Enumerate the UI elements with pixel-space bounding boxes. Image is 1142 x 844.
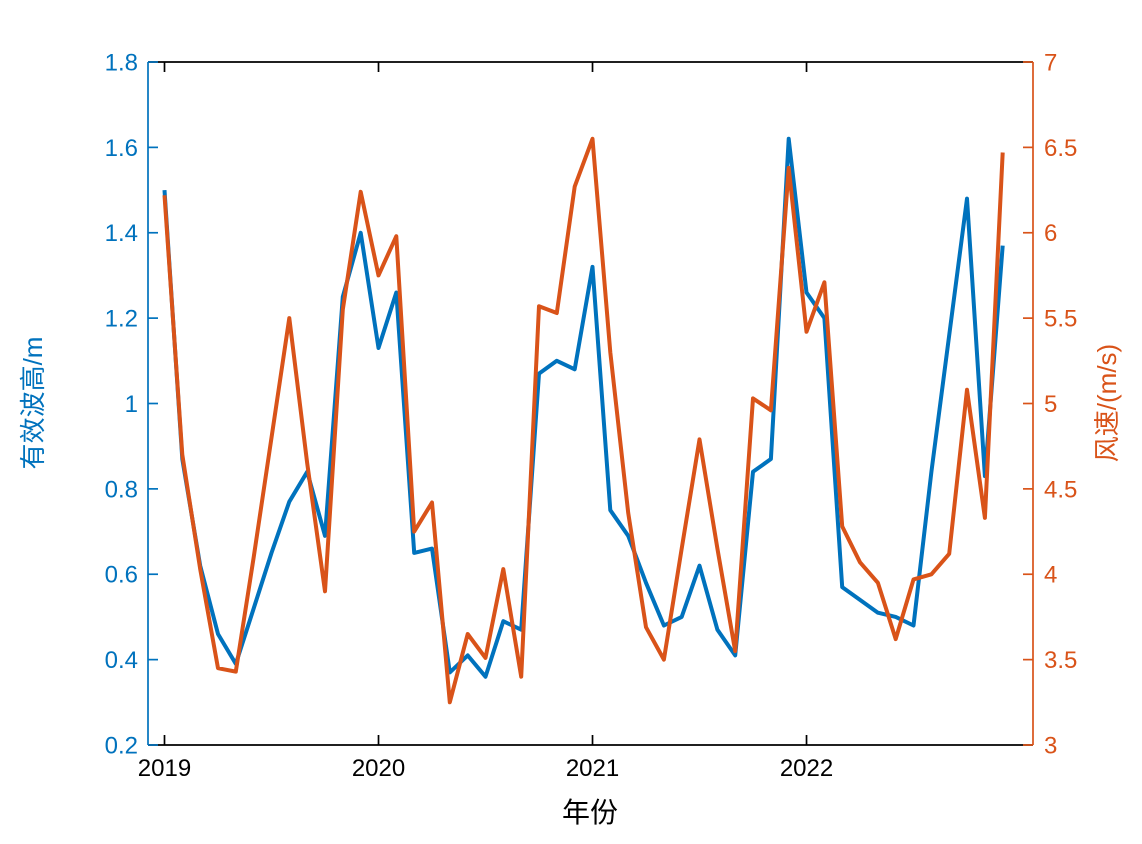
y-right-tick-label: 4 bbox=[1044, 562, 1057, 589]
axis-tick-labels: 0.2 0.4 0.6 0.8 1 1.2 1.4 1.6 1.8 3 3.5 4 4.5 5 5.5 6 6.… bbox=[105, 49, 1078, 782]
axis-ticks bbox=[148, 61, 1033, 746]
x-tick-label: 2020 bbox=[352, 755, 405, 782]
y-right-tick-label: 6 bbox=[1044, 220, 1057, 247]
y-left-tick-label: 0.6 bbox=[105, 562, 138, 589]
y-left-tick-label: 0.2 bbox=[105, 732, 138, 759]
y-left-tick-label: 0.4 bbox=[105, 647, 138, 674]
y-right-tick-label: 7 bbox=[1044, 49, 1057, 76]
x-tick-label: 2021 bbox=[566, 755, 619, 782]
y-left-tick-label: 1 bbox=[125, 391, 138, 418]
y-axis-label-left: 有效波高/m bbox=[18, 337, 48, 470]
y-axis-label-right: 风速/(m/s) bbox=[1092, 344, 1122, 462]
y-left-tick-label: 1.4 bbox=[105, 220, 138, 247]
y-right-tick-label: 5.5 bbox=[1044, 306, 1077, 333]
data-series-lines bbox=[162, 136, 1005, 705]
y-left-tick-label: 1.8 bbox=[105, 49, 138, 76]
x-tick-label: 2019 bbox=[138, 755, 191, 782]
x-tick-label: 2022 bbox=[780, 755, 833, 782]
plot-frame bbox=[147, 61, 1034, 746]
y-left-tick-label: 0.8 bbox=[105, 476, 138, 503]
y-right-tick-label: 6.5 bbox=[1044, 135, 1077, 162]
wind-speed-line bbox=[162, 136, 1005, 705]
x-axis-label: 年份 bbox=[562, 797, 618, 828]
y-right-tick-label: 3.5 bbox=[1044, 647, 1077, 674]
y-left-tick-label: 1.6 bbox=[105, 135, 138, 162]
y-left-tick-label: 1.2 bbox=[105, 306, 138, 333]
y-right-tick-label: 4.5 bbox=[1044, 476, 1077, 503]
y-right-tick-label: 3 bbox=[1044, 732, 1057, 759]
wave-height-line bbox=[162, 136, 1005, 679]
y-right-tick-label: 5 bbox=[1044, 391, 1057, 418]
